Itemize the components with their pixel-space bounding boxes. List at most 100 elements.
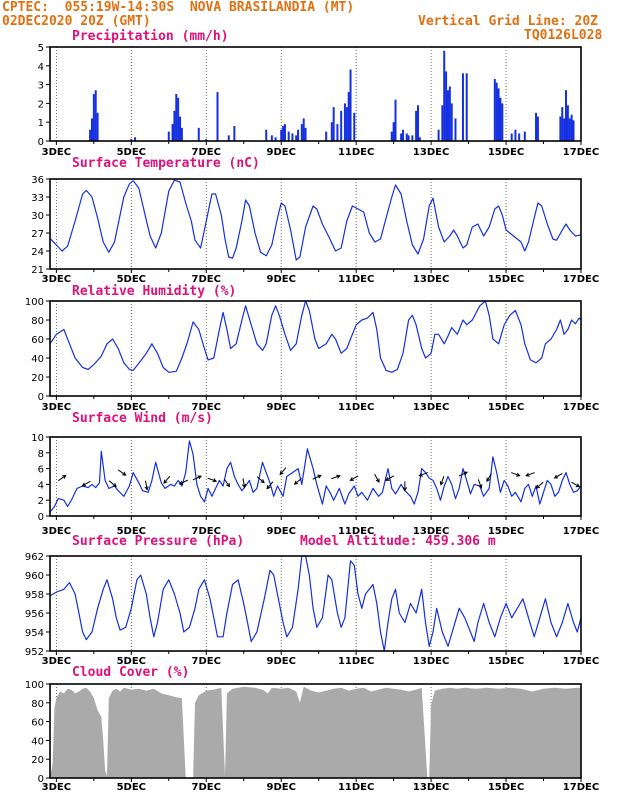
x-tick-label: 9DEC	[266, 402, 295, 413]
wind-arrow-shaft	[526, 472, 535, 477]
wind-arrow-head	[317, 474, 322, 479]
y-tick-label: 10	[31, 433, 44, 444]
x-tick-label: 15DEC	[488, 526, 524, 537]
precip-bar	[566, 105, 569, 141]
precip-bar	[390, 131, 393, 141]
wind-arrow-head	[349, 477, 354, 481]
wind-arrow	[223, 478, 231, 488]
wind-arrow-shaft	[108, 480, 117, 487]
precip-bar	[274, 137, 277, 141]
wind-arrow-head	[197, 475, 202, 480]
wind-arrow-head	[266, 485, 271, 490]
x-tick-label: 15DEC	[488, 656, 524, 667]
y-tick-label: 956	[25, 609, 44, 620]
precip-bar	[499, 97, 502, 141]
y-tick-label: 60	[31, 335, 44, 346]
panel-frame	[49, 46, 582, 142]
precip-bar	[448, 86, 451, 141]
x-tick-label: 13DEC	[413, 526, 449, 537]
x-tick-label: 11DEC	[338, 782, 374, 793]
wind-arrow-shaft	[58, 475, 66, 482]
precip-bar	[347, 92, 350, 141]
wind-arrow-shaft	[117, 469, 126, 476]
wind-arrow-head	[81, 482, 86, 487]
wind-arrow-head	[535, 484, 540, 489]
x-tick-label: 11DEC	[338, 274, 374, 285]
x-tick-label: 3DEC	[42, 526, 71, 537]
wind-arrow-shaft	[207, 477, 217, 482]
wind-arrow	[331, 474, 341, 480]
wind-arrow-head	[385, 477, 390, 481]
y-tick-label: 5	[38, 43, 44, 54]
panel-title: Surface Temperature (nC)	[72, 156, 260, 171]
header-run-id: TQ0126L028	[524, 28, 603, 43]
wind-arrow-shaft	[163, 475, 171, 484]
precip-bar	[392, 122, 395, 141]
x-tick-label: 7DEC	[192, 274, 221, 285]
wind-arrow	[402, 481, 407, 492]
precip-bar	[405, 133, 408, 141]
x-tick-label: 15DEC	[488, 402, 524, 413]
precip-bar	[349, 69, 352, 141]
precip-bar	[495, 82, 498, 141]
wind-arrow	[511, 472, 521, 477]
x-tick-label: 7DEC	[192, 402, 221, 413]
wind-arrow	[439, 476, 445, 486]
panel-annotation: Model Altitude: 459.306 m	[300, 534, 496, 549]
wind-arrow-shaft	[350, 475, 359, 481]
precip-bar	[177, 97, 180, 141]
panel-3: 0 20 40 60 80 100 3DEC 5DEC 7DEC 9DEC 11DEC 13DEC 15…	[25, 284, 599, 413]
wind-arrow-shaft	[192, 475, 202, 481]
wind-arrow-shaft	[331, 475, 340, 480]
wind-arrow-head	[212, 478, 218, 483]
header-line1: CPTEC: 055:19W-14:30S NOVA BRASILANDIA (…	[2, 0, 355, 15]
precip-bar	[445, 71, 448, 141]
wind-arrow-head	[163, 479, 168, 484]
precip-bar	[89, 129, 92, 141]
wind-arrow	[312, 474, 322, 480]
wind-arrow-shaft	[458, 471, 468, 477]
panel-frame	[49, 683, 582, 779]
y-tick-label: 0	[38, 137, 44, 148]
x-tick-label: 13DEC	[413, 656, 449, 667]
precip-bar	[523, 131, 526, 141]
panel-title: Precipitation (mm/h)	[72, 29, 229, 44]
x-tick-label: 17DEC	[563, 274, 599, 285]
precip-bar	[171, 124, 174, 141]
wind-arrow-shaft	[223, 478, 230, 487]
wind-arrow-shaft	[82, 480, 91, 487]
y-tick-label: 100	[25, 297, 44, 308]
wind-arrow-shaft	[256, 476, 265, 483]
precip-bar	[94, 90, 97, 141]
wind-arrow	[477, 479, 483, 489]
precip-bar	[130, 139, 133, 141]
precip-bar	[197, 127, 200, 141]
y-tick-label: 80	[31, 699, 44, 710]
x-tick-label: 5DEC	[117, 147, 146, 158]
precip-bar	[493, 78, 496, 141]
x-tick-label: 3DEC	[42, 147, 71, 158]
wind-arrow-head	[516, 472, 521, 477]
wind-arrow-shaft	[294, 477, 302, 485]
precip-bar	[345, 107, 348, 141]
precip-bar	[415, 110, 418, 141]
precip-bar	[565, 90, 568, 141]
x-tick-label: 17DEC	[563, 526, 599, 537]
y-tick-label: 8	[38, 449, 44, 460]
x-tick-label: 5DEC	[117, 274, 146, 285]
wind-arrow-head	[375, 478, 380, 483]
precip-bar	[561, 107, 564, 141]
y-tick-label: 24	[31, 247, 44, 258]
series-line	[49, 179, 582, 261]
panel-frame	[49, 178, 582, 270]
wind-arrow	[525, 472, 535, 477]
precip-bar	[563, 118, 566, 141]
wind-arrow-head	[260, 479, 265, 484]
wind-arrow	[293, 477, 302, 485]
x-tick-label: 9DEC	[266, 274, 295, 285]
precip-bar	[283, 124, 286, 141]
precip-bar	[295, 135, 298, 141]
y-tick-label: 0	[38, 512, 44, 523]
precip-bar	[280, 129, 283, 141]
panel-title: Cloud Cover (%)	[72, 665, 189, 680]
